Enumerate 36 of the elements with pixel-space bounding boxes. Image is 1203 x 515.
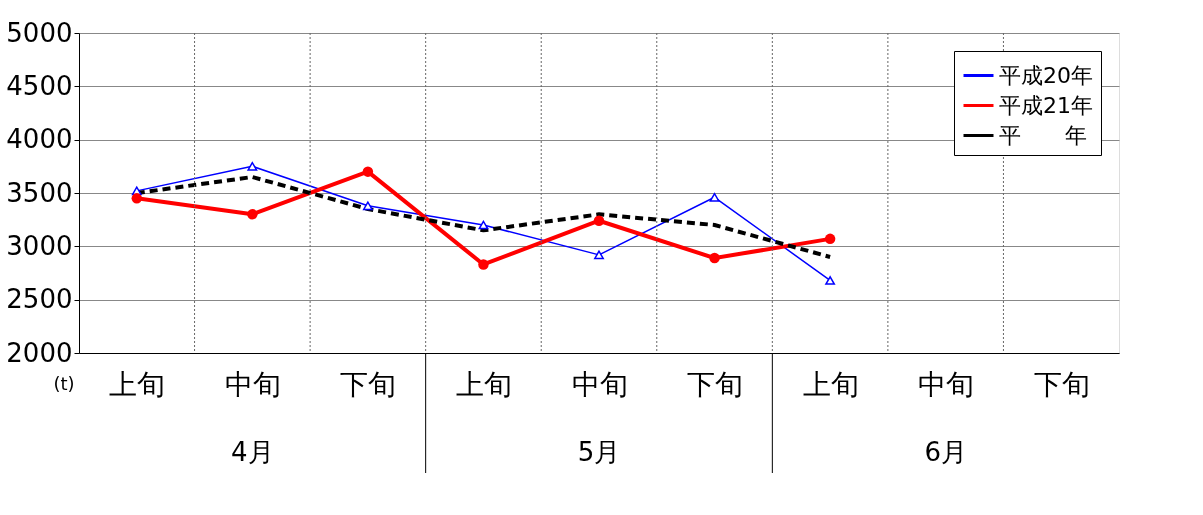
x-tick-label: 上旬: [802, 367, 859, 401]
legend-label: 平 年: [999, 122, 1087, 148]
y-tick-label: 2000: [6, 337, 73, 368]
legend-label: 平成20年: [999, 62, 1093, 88]
point: [825, 276, 836, 285]
x-tick-label: 中旬: [571, 367, 628, 401]
x-tick-label: 上旬: [109, 367, 166, 401]
point: [247, 209, 258, 220]
y-tick-label: 4000: [6, 124, 73, 155]
x-tick-label: 中旬: [224, 367, 281, 401]
point: [593, 215, 605, 226]
x-tick-label: 下旬: [340, 367, 397, 401]
x-tick-label: 下旬: [1033, 367, 1090, 401]
y-tick-label: 3500: [6, 177, 73, 208]
y-tick-label: 2500: [6, 284, 73, 315]
legend-label: 平成21年: [999, 92, 1093, 118]
point: [362, 166, 374, 177]
point: [824, 233, 836, 245]
point: [247, 161, 258, 171]
x-tick-label: 中旬: [918, 367, 975, 401]
point: [131, 193, 143, 204]
x-tick-label: 下旬: [687, 367, 744, 401]
y-tick-label: 3000: [6, 230, 73, 261]
x-tick-label: 上旬: [455, 367, 512, 401]
point: [362, 201, 373, 211]
point: [478, 220, 489, 230]
text: 5月: [577, 437, 621, 467]
y-axis-title: (t): [53, 372, 75, 394]
point: [594, 250, 604, 260]
y-tick-label: 5000: [6, 17, 73, 48]
point: [709, 192, 720, 202]
text: 4月: [231, 437, 274, 467]
y-tick-label: 4500: [6, 70, 73, 101]
point: [478, 259, 489, 270]
text: 6月: [924, 437, 967, 467]
point: [709, 252, 720, 264]
